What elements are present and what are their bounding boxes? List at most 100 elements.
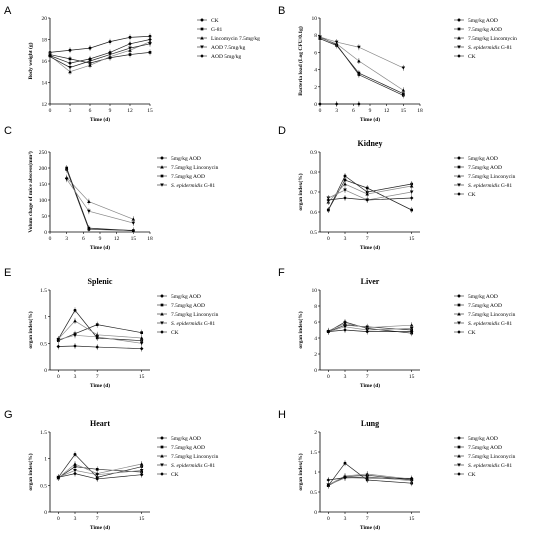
legend-entry: 5mg/kg AOD (468, 156, 498, 162)
data-point (148, 34, 152, 38)
data-point (95, 323, 99, 327)
legend-marker (160, 294, 164, 298)
y-axis-label: organ index(%) (297, 311, 304, 348)
series-1 (56, 321, 144, 344)
panel-A: A 12 14 16 18 20 0 3 6 9 12 15 Time (d) Body weight (… (4, 5, 260, 123)
panel-letter: C (4, 125, 12, 137)
data-point (409, 476, 414, 481)
data-point (343, 325, 347, 329)
data-point (73, 468, 77, 473)
series-4 (326, 474, 414, 483)
y-tick-label: 0.5 (310, 230, 317, 236)
panel-letter: D (278, 125, 286, 137)
data-point (318, 35, 322, 39)
legend-marker (457, 18, 461, 22)
legend-entry: 7.5mg/kg AOD (171, 303, 205, 309)
x-tick-label: 3 (69, 108, 72, 114)
data-point (409, 196, 414, 200)
y-tick-label: 8 (314, 304, 317, 310)
x-tick-label: 9 (369, 108, 372, 114)
x-tick-label: 15 (409, 374, 415, 380)
y-tick-label: 1 (44, 457, 47, 463)
data-point (139, 341, 144, 346)
data-point (334, 40, 339, 44)
legend: 5mg/kg AOD 7.5mg/kg AOD 7.5mg/kg Linconyci… (454, 436, 516, 478)
legend-entry: S. epidermidis G-81 (171, 321, 215, 327)
y-tick-label: 10 (312, 288, 318, 294)
legend-entry: S. epidermidis G-81 (468, 45, 512, 51)
x-tick-label: 3 (65, 236, 68, 242)
legend-marker (160, 156, 164, 160)
series-line (328, 323, 412, 332)
y-tick-label: 14 (42, 81, 48, 87)
x-tick-label: 15 (401, 108, 407, 114)
series-line (66, 179, 134, 224)
series-line (49, 52, 151, 64)
series-4 (326, 195, 414, 203)
panel-G: G Heart 0 0.5 1 1.5 0 3 7 15 Time (d) organ index(%… (4, 409, 219, 531)
panel-letter: F (278, 267, 285, 279)
x-tick-label: 9 (109, 108, 112, 114)
data-point (73, 462, 77, 466)
panel-title: Lung (361, 419, 379, 428)
data-point (409, 190, 414, 194)
y-tick-label: 0.9 (310, 150, 317, 156)
legend: 5mg/kg AOD 7.5mg/kg AOD 7.5mg/kg Lincomyci… (454, 18, 517, 60)
x-tick-label: 7 (96, 516, 99, 522)
x-axis-label: Time (d) (360, 244, 380, 251)
data-point (65, 166, 69, 170)
series-line (328, 183, 412, 203)
y-tick-label: 16 (42, 59, 48, 65)
x-axis-label: Time (d) (90, 116, 110, 123)
y-tick-label: 18 (42, 38, 48, 44)
x-tick-label: 15 (139, 516, 145, 522)
x-tick-label: 9 (99, 236, 102, 242)
legend-entry: 7.5mg/kg Lincomycin (468, 36, 517, 42)
legend: 5mg/kg AOD 7.5mg/kg Linconycin 7.5mg/kg AO… (157, 156, 219, 189)
data-point (73, 319, 77, 323)
x-tick-label: 15 (409, 516, 415, 522)
series-line (58, 470, 142, 478)
legend-entry: 5mg/kg AOD (468, 436, 498, 442)
legend-entry: 7.5mg/kg Linconycin (468, 454, 516, 460)
y-tick-label: 0 (314, 510, 317, 516)
x-tick-label: 0 (49, 108, 52, 114)
legend: 5mg/kg AOD 7.5mg/kg AOD 7.5mg/kg Linconyci… (157, 436, 219, 478)
data-point (357, 45, 361, 50)
legend-entry: G-81 (211, 27, 223, 33)
legend-marker (200, 36, 204, 40)
data-point (131, 229, 135, 233)
y-tick-label: 0.6 (310, 210, 317, 216)
data-point (56, 338, 61, 342)
y-tick-label: 4 (314, 336, 317, 342)
legend-entry: 5mg/kg AOD (171, 156, 201, 162)
data-point (128, 35, 132, 39)
legend-marker (200, 18, 204, 22)
series-line (49, 43, 151, 68)
y-tick-label: 50 (42, 214, 48, 220)
x-tick-label: 0 (49, 236, 52, 242)
x-axis-label: Time (d) (360, 524, 380, 531)
y-tick-label: 6 (314, 50, 317, 56)
legend-entry: AOD 7.5mg/kg (211, 45, 245, 51)
legend-entry: S. epidermidis G-81 (171, 183, 215, 189)
legend-entry: CK (171, 330, 179, 336)
series-line (58, 466, 142, 479)
legend-entry: 7.5mg/kg AOD (468, 165, 502, 171)
y-tick-label: 0 (44, 368, 47, 374)
legend-entry: 7.5mg/kg AOD (468, 303, 502, 309)
legend-marker (457, 27, 461, 31)
legend-entry: S. epidermidis G-81 (468, 321, 512, 327)
series-line (328, 321, 412, 334)
data-point (108, 40, 112, 44)
data-point (87, 209, 91, 213)
y-tick-label: 12 (42, 102, 48, 108)
legend: 5mg/kg AOD 7.5mg/kg AOD 7.5mg/kg Linconyci… (454, 294, 516, 336)
data-point (88, 57, 92, 61)
panel-H: H Lung 0 0.5 1 1.5 2 0 3 7 15 Time (d) organ index(%… (278, 409, 516, 531)
legend-marker (160, 436, 164, 440)
legend-marker (160, 174, 164, 178)
series-0 (65, 166, 135, 234)
legend-marker (457, 174, 461, 178)
